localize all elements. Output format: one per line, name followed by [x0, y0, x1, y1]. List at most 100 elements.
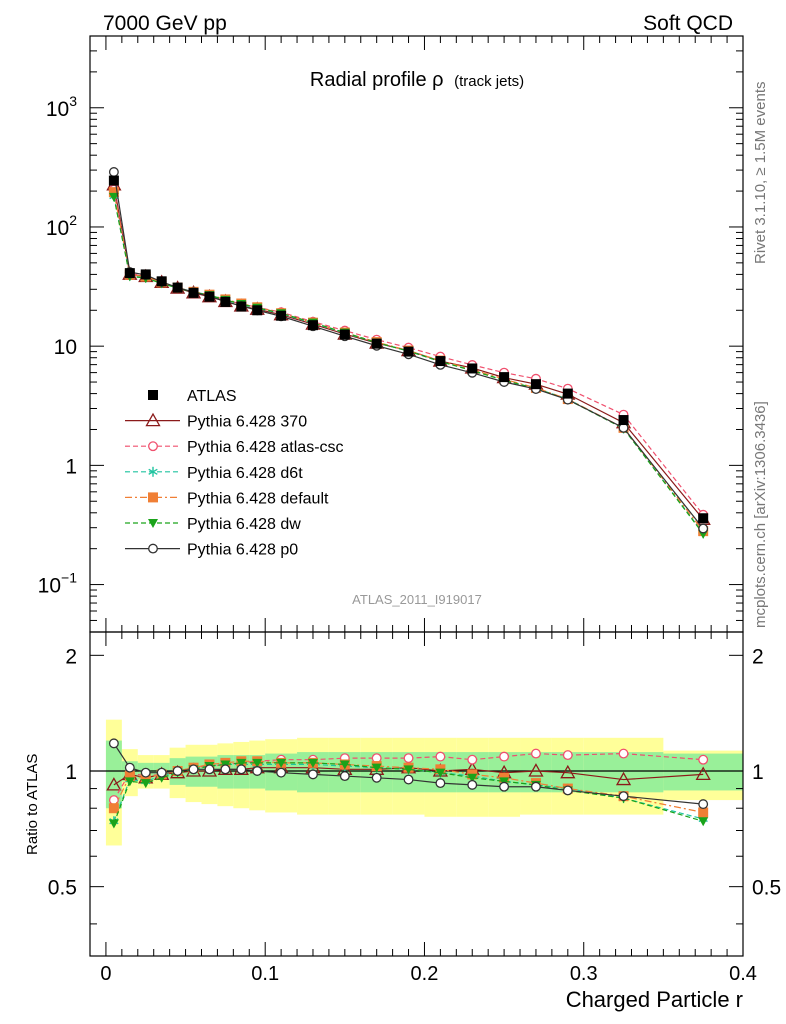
star-stroke [148, 468, 158, 475]
x-axis-label: Charged Particle r [566, 987, 743, 1012]
ratio-point-pythia-6-428-atlas-csc [403, 753, 414, 764]
ratio-point-pythia-6-428-p0 [308, 769, 318, 780]
ratio-line-pythia-6-428-default [113, 760, 704, 814]
ratio-point-pythia-6-428-370 [615, 771, 632, 786]
y-tick-base: 10 [46, 217, 69, 240]
point-pythia-6-428-dw [108, 192, 119, 202]
ratio-point-pythia-6-428-dw [435, 768, 446, 778]
ratio-point-pythia-6-428-dw [108, 819, 119, 829]
ratio-point-pythia-6-428-atlas-csc [531, 748, 541, 759]
x-tick-label: 0 [100, 963, 111, 985]
data-point-atlas [188, 287, 199, 298]
data-point-atlas [307, 320, 318, 331]
ratio-point-pythia-6-428-370 [528, 763, 544, 777]
data-point-atlas [124, 268, 135, 279]
legend-label: Pythia 6.428 d6t [187, 465, 303, 482]
series-line-pythia-6-428-atlas-csc [113, 189, 704, 516]
ratio-point-pythia-6-428-p0 [339, 771, 350, 782]
ratio-point-pythia-6-428-p0 [618, 791, 629, 802]
ratio-line-pythia-6-428-370 [113, 767, 704, 786]
ratio-point-pythia-6-428-p0 [467, 779, 478, 790]
data-point-atlas [172, 282, 183, 293]
ratio-point-pythia-6-428-p0 [435, 778, 446, 789]
legend-label: Pythia 6.428 atlas-csc [187, 439, 344, 456]
legend-entry: Pythia 6.428 dw [125, 516, 301, 533]
ratio-tick-label-right: 2 [752, 645, 764, 668]
ratio-point-pythia-6-428-default [124, 771, 135, 782]
ratio-point-pythia-6-428-370 [560, 764, 576, 779]
ratio-point-pythia-6-428-p0 [188, 764, 199, 775]
ratio-point-pythia-6-428-p0 [276, 767, 287, 778]
data-point-atlas [220, 296, 231, 307]
x-tick-label: 0.3 [570, 963, 598, 985]
ratio-point-pythia-6-428-p0 [140, 767, 151, 778]
data-point-atlas [530, 379, 541, 390]
data-point-atlas [403, 346, 414, 357]
legend-label: Pythia 6.428 default [187, 490, 329, 507]
ratio-point-pythia-6-428-dw [307, 758, 318, 768]
data-point-atlas [467, 363, 478, 374]
series-line-pythia-6-428-d6t [113, 196, 704, 534]
legend-marker [148, 492, 158, 503]
ratio-point-pythia-6-428-370 [695, 766, 711, 781]
ratio-line-pythia-6-428-p0 [113, 743, 704, 805]
ratio-point-pythia-6-428-dw [276, 758, 287, 768]
x-tick-label: 0.2 [411, 963, 439, 985]
y-tick-exponent: 3 [69, 93, 77, 109]
ratio-tick-label-right: 1 [752, 761, 764, 784]
ratio-point-pythia-6-428-default [140, 772, 151, 783]
ratio-point-pythia-6-428-p0 [499, 781, 510, 792]
ratio-point-pythia-6-428-atlas-csc [562, 750, 573, 761]
chart-title: Radial profile ρ (track jets) [310, 69, 524, 91]
analysis-label: ATLAS_2011_I919017 [352, 592, 482, 607]
ratio-point-pythia-6-428-p0 [252, 766, 263, 776]
legend-marker [148, 441, 158, 452]
legend-entry: ATLAS [148, 388, 237, 405]
data-point-atlas [562, 388, 573, 399]
ratio-point-pythia-6-428-dw [339, 760, 350, 770]
legend-entry: Pythia 6.428 p0 [125, 542, 298, 559]
ratio-point-pythia-6-428-atlas-csc [467, 754, 478, 765]
y-tick-base: 10 [46, 98, 69, 121]
ratio-point-pythia-6-428-atlas-csc [435, 751, 446, 762]
header-right: Soft QCD [643, 12, 733, 35]
ratio-point-pythia-6-428-p0 [108, 738, 119, 749]
ratio-plot-panel: 0.5 0.5 1 1 2 2 Ratio to ATLAS [24, 631, 781, 957]
ratio-point-pythia-6-428-dw [236, 758, 247, 768]
ratio-tick-label-left: 2 [65, 645, 77, 668]
y-tick-label: 102 [46, 212, 77, 240]
ratio-tick-label-left: 1 [65, 761, 77, 784]
ratio-point-pythia-6-428-default [698, 807, 709, 818]
ratio-tick-label-right: 0.5 [752, 877, 781, 900]
ratio-point-pythia-6-428-p0 [156, 767, 167, 778]
ratio-point-pythia-6-428-dw [371, 763, 382, 773]
legend-marker [148, 390, 158, 400]
x-tick-label: 0.4 [729, 963, 757, 985]
legend-marker [148, 519, 158, 528]
legend-label: Pythia 6.428 370 [187, 414, 307, 431]
ratio-point-pythia-6-428-p0 [698, 799, 709, 810]
ratio-point-pythia-6-428-atlas-csc [618, 748, 629, 759]
chart-title-sub: (track jets) [454, 73, 524, 90]
ratio-point-pythia-6-428-dw [124, 777, 135, 787]
mcplots-label: mcplots.cern.ch [arXiv:1306.3436] [752, 401, 769, 628]
legend-entry: Pythia 6.428 370 [125, 412, 307, 431]
y-tick-label: 1 [65, 455, 77, 478]
ratio-point-pythia-6-428-p0 [403, 774, 414, 785]
data-point-atlas [204, 291, 215, 302]
header-left: 7000 GeV pp [103, 12, 227, 35]
ratio-frame [89, 631, 744, 957]
ratio-point-pythia-6-428-p0 [236, 764, 247, 775]
data-point-atlas [698, 513, 709, 524]
data-point-atlas [108, 175, 119, 186]
legend-entry: Pythia 6.428 default [125, 490, 329, 507]
legend-label: ATLAS [187, 388, 237, 405]
ratio-point-pythia-6-428-p0 [124, 762, 135, 773]
ratio-point-pythia-6-428-atlas-csc [698, 754, 709, 765]
legend: ATLAS Pythia 6.428 370 Pythia 6.428 atlas-… [125, 388, 344, 559]
legend-entry: Pythia 6.428 d6t [125, 465, 303, 482]
data-point-atlas [499, 372, 510, 383]
ratio-point-pythia-6-428-p0 [172, 766, 183, 776]
